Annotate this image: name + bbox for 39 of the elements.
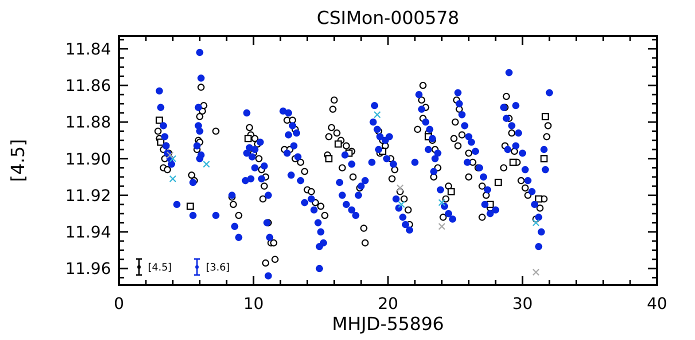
y-tick-label: 11.94 [65,222,111,242]
y-axis-title: [4.5] [8,139,29,182]
point [535,195,542,203]
x-axis-title: MHJD-55896 [332,314,444,335]
y-tick-label: 11.96 [65,259,111,278]
y-tick-label: 11.84 [65,39,111,58]
point [494,178,502,186]
point [532,268,540,276]
y-tick-label: 11.92 [65,186,111,205]
y-tick-label: 11.86 [65,76,111,96]
point [398,200,406,208]
x-tick-label: 20 [378,294,398,313]
point [542,112,549,120]
x-tick-label: 40 [646,294,668,313]
x-tick-label: 30 [512,294,533,313]
point [169,175,176,182]
y-tick-label: 11.88 [65,112,111,132]
point [448,188,455,196]
point [374,111,381,118]
point [532,219,540,226]
x-tick-label: 10 [243,294,264,313]
point [334,140,342,148]
point [438,222,446,230]
point [540,155,548,162]
point [169,155,176,162]
y-tick-label: 11.90 [65,149,111,168]
point [157,138,164,146]
x-tick-label: 0 [114,294,124,313]
point [202,160,210,168]
point [396,184,404,192]
point [186,202,194,210]
legend-label: [4.5] [148,262,172,274]
chart-title: CSIMon-000578 [316,8,460,29]
point [438,199,446,206]
point [509,158,517,166]
point [325,155,332,162]
legend-label: [3.6] [206,262,230,274]
point [244,134,252,142]
point [156,116,163,124]
